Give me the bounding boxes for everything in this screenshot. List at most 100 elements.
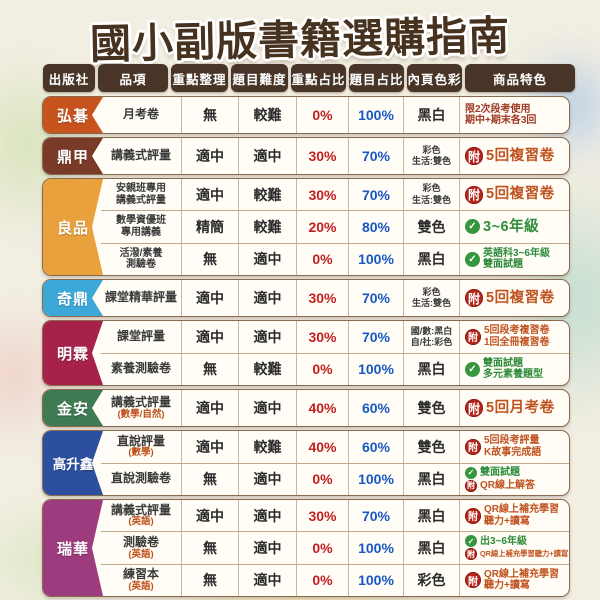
item-name: 直說測驗卷 <box>110 471 171 486</box>
question-percent-value: 100% <box>358 471 394 488</box>
feature-line: 聽力+讀寫 <box>484 515 530 527</box>
page-color-value: 自/社:彩色 <box>410 336 453 347</box>
feature-text: 5回複習卷 <box>486 148 555 165</box>
feature-line: 1回全冊複習卷 <box>484 336 550 348</box>
features-cell: ✓ 雙面試題附 QR線上解答 <box>459 463 569 495</box>
difficulty-cell: 較難 <box>238 179 296 211</box>
item-cell: 直說評量 (數學) <box>101 431 181 463</box>
bonus-icon: 附 <box>465 548 477 561</box>
summary-cell: 適中 <box>181 280 238 316</box>
page-color-value: 黑白 <box>417 361 446 378</box>
publisher-label: 明霖 <box>43 321 103 385</box>
question-percent-cell: 100% <box>348 532 403 564</box>
question-percent-value: 100% <box>358 251 394 268</box>
feature-line: 限2次段考使用 <box>465 103 531 115</box>
key-percent-cell: 0% <box>296 353 348 385</box>
feature-text: 雙面試題 多元素養題型 <box>483 358 543 381</box>
page-color-value: 彩色 <box>422 183 441 194</box>
feature-text: QR線上補充學習聽力+讀寫 <box>484 504 559 527</box>
column-header-3: 重點整理 <box>171 64 228 92</box>
question-percent-cell: 60% <box>348 431 403 463</box>
item-subject: (數學/自然) <box>117 408 165 420</box>
publisher-label: 奇鼎 <box>43 280 103 316</box>
page-color-cell: 雙色 <box>403 390 459 426</box>
features-cell: 附 5回段考評量 K故事完成語 <box>459 431 569 463</box>
difficulty-cell: 適中 <box>238 243 296 275</box>
page-color-value: 彩色 <box>422 286 441 297</box>
features-cell: 附 QR線上補充學習 聽力+讀寫 <box>459 564 569 596</box>
key-percent-cell: 0% <box>296 463 348 495</box>
publisher-label: 高升鑫 <box>43 431 103 495</box>
feature-line: K故事完成語 <box>484 446 542 458</box>
difficulty-cell: 適中 <box>238 463 296 495</box>
item-name: 講義式評量 <box>110 502 171 517</box>
difficulty-cell: 適中 <box>238 390 296 426</box>
page-color-value: 黑白 <box>417 251 446 268</box>
key-percent-cell: 30% <box>296 179 348 211</box>
item-name: 練習本 <box>122 567 159 582</box>
features-cell: ✓ 出3~6年級附 QR線上補充學習聽力+讀寫 <box>459 532 569 564</box>
page-color-cell: 黑白 <box>403 97 459 133</box>
difficulty-value: 較難 <box>253 186 282 203</box>
page-color-value: 黑白 <box>417 507 446 524</box>
feature-line: 5回段考複習卷 <box>484 325 550 337</box>
feature-text: 5回段考複習卷 1回全冊複習卷 <box>484 325 550 348</box>
difficulty-value: 較難 <box>253 107 282 123</box>
difficulty-cell: 適中 <box>238 532 296 564</box>
feature-line: 多元素養題型 <box>483 369 543 381</box>
item-cell: 課堂評量 <box>101 321 181 353</box>
summary-value: 無 <box>203 471 217 488</box>
feature: 附 5回段考評量 K故事完成語 <box>465 435 541 458</box>
summary-value: 無 <box>203 107 217 123</box>
page-color-value: 生活:雙色 <box>412 156 451 166</box>
feature-text: 雙面試題 <box>480 467 520 479</box>
difficulty-value: 適中 <box>253 290 282 306</box>
table-row: 講義式評量 適中 適中 30% 70% 彩色 生活:雙色附 5回複習卷 <box>101 138 569 174</box>
feature-line: QR線上補充學習 <box>484 504 559 516</box>
publisher-label: 鼎甲 <box>43 138 103 174</box>
question-percent-value: 70% <box>361 328 391 345</box>
check-icon: ✓ <box>465 361 480 377</box>
difficulty-value: 較難 <box>253 438 282 455</box>
publisher-card-奇鼎: 奇鼎 課堂精華評量 適中 適中 30% 70% 彩色 生活:雙色附 5回複習卷 <box>42 279 570 317</box>
table-row: 直說評量 (數學) 適中 較難 40% 60% 雙色 附 5回段考評量 K故事完成語 <box>101 431 569 463</box>
summary-cell: 無 <box>181 564 238 596</box>
key-percent-cell: 20% <box>296 211 348 243</box>
question-percent-value: 70% <box>361 507 391 524</box>
column-header-8: 商品特色 <box>465 64 575 92</box>
feature: 附 5回複習卷 <box>465 289 555 307</box>
page-color-cell: 黑白 <box>403 353 459 385</box>
check-icon: ✓ <box>465 219 480 235</box>
table-row: 練習本 (英語) 無 適中 0% 100% 彩色 附 QR線上補充學習 聽力+讀寫 <box>101 563 569 596</box>
question-percent-value: 60% <box>361 438 391 455</box>
page-color-cell: 黑白 <box>403 243 459 275</box>
table-row: 安親班專用 講義式評量 適中 較難 30% 70% 彩色 生活:雙色附 5回複習卷 <box>101 179 569 211</box>
key-percent-cell: 0% <box>296 243 348 275</box>
bonus-icon: 附 <box>465 185 483 204</box>
feature-line: 3~6年級 <box>483 218 540 235</box>
question-percent-value: 70% <box>361 290 391 306</box>
difficulty-cell: 較難 <box>238 211 296 243</box>
question-percent-cell: 70% <box>348 280 403 316</box>
feature: 附 5回複習卷 <box>465 147 555 165</box>
difficulty-value: 較難 <box>253 218 282 235</box>
table-row: 講義式評量 (數學/自然) 適中 適中 40% 60% 雙色 附 5回月考卷 <box>101 390 569 426</box>
column-header-2: 品項 <box>98 64 168 92</box>
key-percent-value: 0% <box>312 107 333 123</box>
summary-value: 適中 <box>196 186 224 203</box>
item-subject: (數學) <box>128 447 154 459</box>
feature-line: QR線上補充學習 <box>484 568 559 580</box>
feature-text: QR線上補充學習聽力+讀寫 <box>484 569 559 592</box>
item-name: 講義式評量 <box>110 394 171 409</box>
item-cell: 安親班專用 講義式評量 <box>101 179 181 210</box>
table-row: 測驗卷 (英語) 無 適中 0% 100% 黑白 ✓ 出3~6年級附 QR線上補充學習聽力+讀寫 <box>101 531 569 564</box>
question-percent-cell: 100% <box>348 243 403 275</box>
feature-line: 5回月考卷 <box>486 399 555 416</box>
item-cell: 月考卷 <box>101 97 181 133</box>
key-percent-cell: 30% <box>296 321 348 353</box>
features-cell: 附 QR線上補充學習 聽力+讀寫 <box>459 500 569 532</box>
page-color-cell: 黑白 <box>403 463 459 495</box>
key-percent-cell: 30% <box>296 138 348 174</box>
